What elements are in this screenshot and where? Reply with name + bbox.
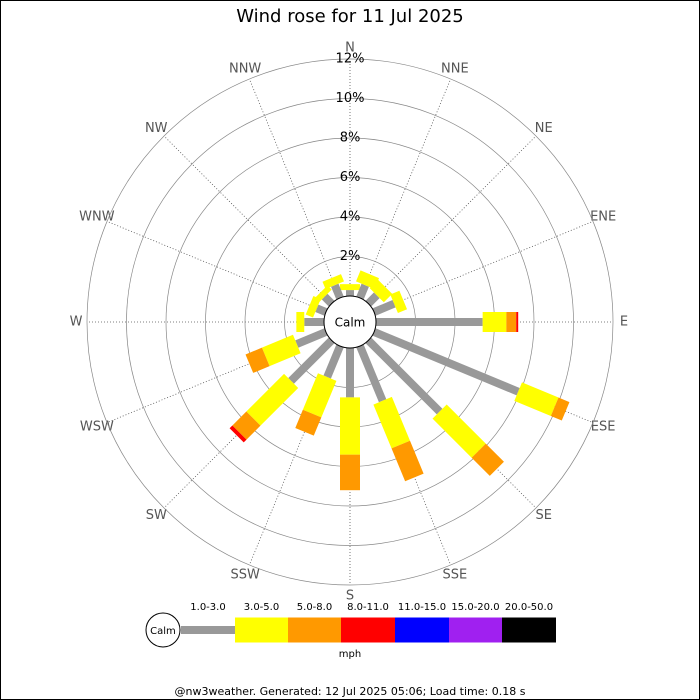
direction-label: WNW [79, 210, 115, 225]
ring [86, 58, 614, 586]
ring-label: 8% [340, 131, 361, 146]
direction-label: NNW [229, 61, 261, 76]
legend-swatch [235, 617, 288, 643]
wind-bar [550, 397, 570, 421]
legend-swatch [341, 617, 395, 643]
wind-bar [365, 337, 443, 415]
wind-bar [346, 290, 354, 296]
wind-bar [288, 337, 335, 384]
ring-label: 6% [340, 170, 361, 185]
footer: @nw3weather. Generated: 12 Jul 2025 05:0… [175, 685, 526, 698]
legend-label: 11.0-15.0 [398, 602, 446, 613]
calm-label: Calm [335, 316, 366, 330]
wind-bar [331, 283, 344, 300]
wind-bar [261, 334, 301, 367]
ring-label: 10% [336, 91, 365, 106]
legend-calm-label: Calm [150, 626, 176, 637]
wind-bar [375, 318, 483, 326]
direction-label: WSW [80, 419, 114, 434]
wind-bar [302, 373, 337, 418]
wind-bar [246, 373, 299, 426]
wind-bar [340, 454, 360, 491]
wind-bar [373, 396, 411, 449]
wind-bar [346, 348, 354, 398]
direction-label: ESE [591, 419, 616, 434]
wind-bar [304, 318, 324, 326]
wind-bar [315, 304, 328, 316]
wind-bar [229, 425, 247, 443]
ring-label: 4% [340, 210, 361, 225]
ring [126, 98, 574, 546]
legend-swatch [502, 617, 556, 643]
wind-bar [390, 290, 408, 313]
wind-bar [506, 312, 517, 332]
wind-bar [295, 328, 328, 348]
legend-units: mph [339, 649, 361, 660]
wind-bar [471, 443, 504, 476]
chart-title: Wind rose for 11 Jul 2025 [236, 6, 464, 27]
legend-label: 1.0-3.0 [190, 602, 225, 613]
direction-label: S [346, 589, 354, 604]
wind-bar [313, 285, 332, 304]
direction-label: NNE [441, 61, 469, 76]
direction-label: SSW [230, 568, 260, 583]
wind-bar [369, 279, 393, 303]
ring-label: 12% [336, 52, 365, 67]
legend-swatch [181, 626, 235, 634]
legend-label: 8.0-11.0 [347, 602, 389, 613]
wind-bar [482, 312, 507, 332]
wind-bar [391, 440, 424, 482]
direction-label: SW [146, 508, 167, 523]
wind-bar [356, 270, 380, 290]
wind-bar [372, 328, 520, 396]
wind-bar [372, 300, 396, 316]
legend-swatch [288, 617, 341, 643]
wind-bar [356, 344, 387, 403]
wind-bar [296, 312, 305, 332]
direction-label: NE [535, 121, 553, 136]
ring-label: 2% [340, 249, 361, 264]
wind-bar [356, 283, 369, 300]
legend-swatch [449, 617, 502, 643]
calm-circle [323, 295, 377, 349]
legend-label: 20.0-50.0 [505, 602, 553, 613]
wind-bar [365, 292, 380, 307]
direction-label: NW [145, 121, 168, 136]
wind-bar [245, 347, 270, 373]
wind-bar [295, 409, 322, 436]
wind-bar [340, 284, 360, 291]
legend-label: 3.0-5.0 [244, 602, 279, 613]
legend-label: 5.0-8.0 [297, 602, 332, 613]
direction-label: SSE [442, 568, 467, 583]
legend-calm-circle [145, 612, 181, 648]
direction-label: SE [536, 508, 552, 523]
wind-bar [514, 382, 559, 417]
wind-bar [340, 397, 360, 455]
legend-swatch [395, 617, 449, 643]
wind-bar [232, 411, 261, 440]
direction-label: E [620, 315, 628, 330]
wind-bar [322, 274, 344, 290]
direction-label: W [70, 315, 83, 330]
wind-bar [323, 344, 344, 379]
wind-bar [516, 312, 519, 332]
direction-label: N [345, 41, 355, 56]
wind-bar [432, 404, 486, 458]
legend-label: 15.0-20.0 [451, 602, 499, 613]
ring [165, 137, 535, 507]
direction-label: ENE [590, 210, 616, 225]
